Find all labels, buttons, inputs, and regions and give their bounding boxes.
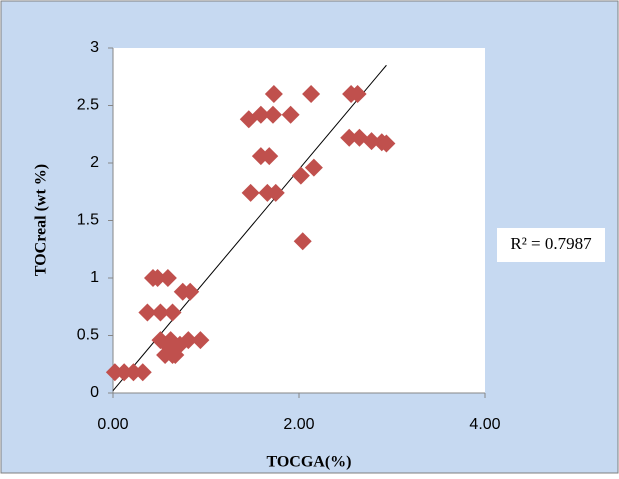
x-axis-label: TOCGA(%) <box>266 454 351 471</box>
data-point <box>264 85 283 103</box>
y-tick-label: 1 <box>90 269 99 286</box>
data-point <box>133 363 152 382</box>
x-tick-label: 4.00 <box>469 416 500 433</box>
data-point <box>191 331 210 350</box>
data-point <box>266 183 285 202</box>
data-point <box>348 85 367 103</box>
data-point <box>241 183 260 202</box>
y-tick-label: 0.5 <box>77 327 99 344</box>
data-point <box>302 85 321 103</box>
data-point <box>138 303 157 322</box>
data-point <box>148 269 167 287</box>
data-point <box>291 166 310 185</box>
data-point <box>163 303 182 322</box>
data-point <box>151 303 170 322</box>
data-point <box>251 105 270 124</box>
data-point <box>179 331 198 350</box>
y-axis-label: TOCreal (wt %) <box>33 164 50 276</box>
y-tick-label: 1.5 <box>77 212 99 229</box>
data-point <box>105 363 124 382</box>
data-point <box>362 132 381 151</box>
y-tick-label: 3 <box>90 39 99 56</box>
data-point <box>304 158 323 177</box>
data-point <box>124 363 143 382</box>
y-tick-label: 2.5 <box>77 97 99 114</box>
data-point <box>158 269 177 287</box>
data-point <box>115 363 134 382</box>
x-tick-label: 0.00 <box>97 416 128 433</box>
data-point <box>159 338 178 356</box>
annotation-box <box>497 228 605 262</box>
data-point <box>340 128 359 147</box>
y-tick-label: 2 <box>90 154 99 171</box>
data-point <box>260 147 279 166</box>
x-tick-label: 2.00 <box>283 416 314 433</box>
y-tick-label: 0 <box>90 384 99 401</box>
data-point <box>293 232 312 251</box>
r2-annotation: R² = 0.7987 <box>510 234 592 253</box>
data-point <box>281 105 300 124</box>
data-point <box>181 282 200 301</box>
data-point <box>263 105 282 124</box>
data-point <box>377 134 396 153</box>
